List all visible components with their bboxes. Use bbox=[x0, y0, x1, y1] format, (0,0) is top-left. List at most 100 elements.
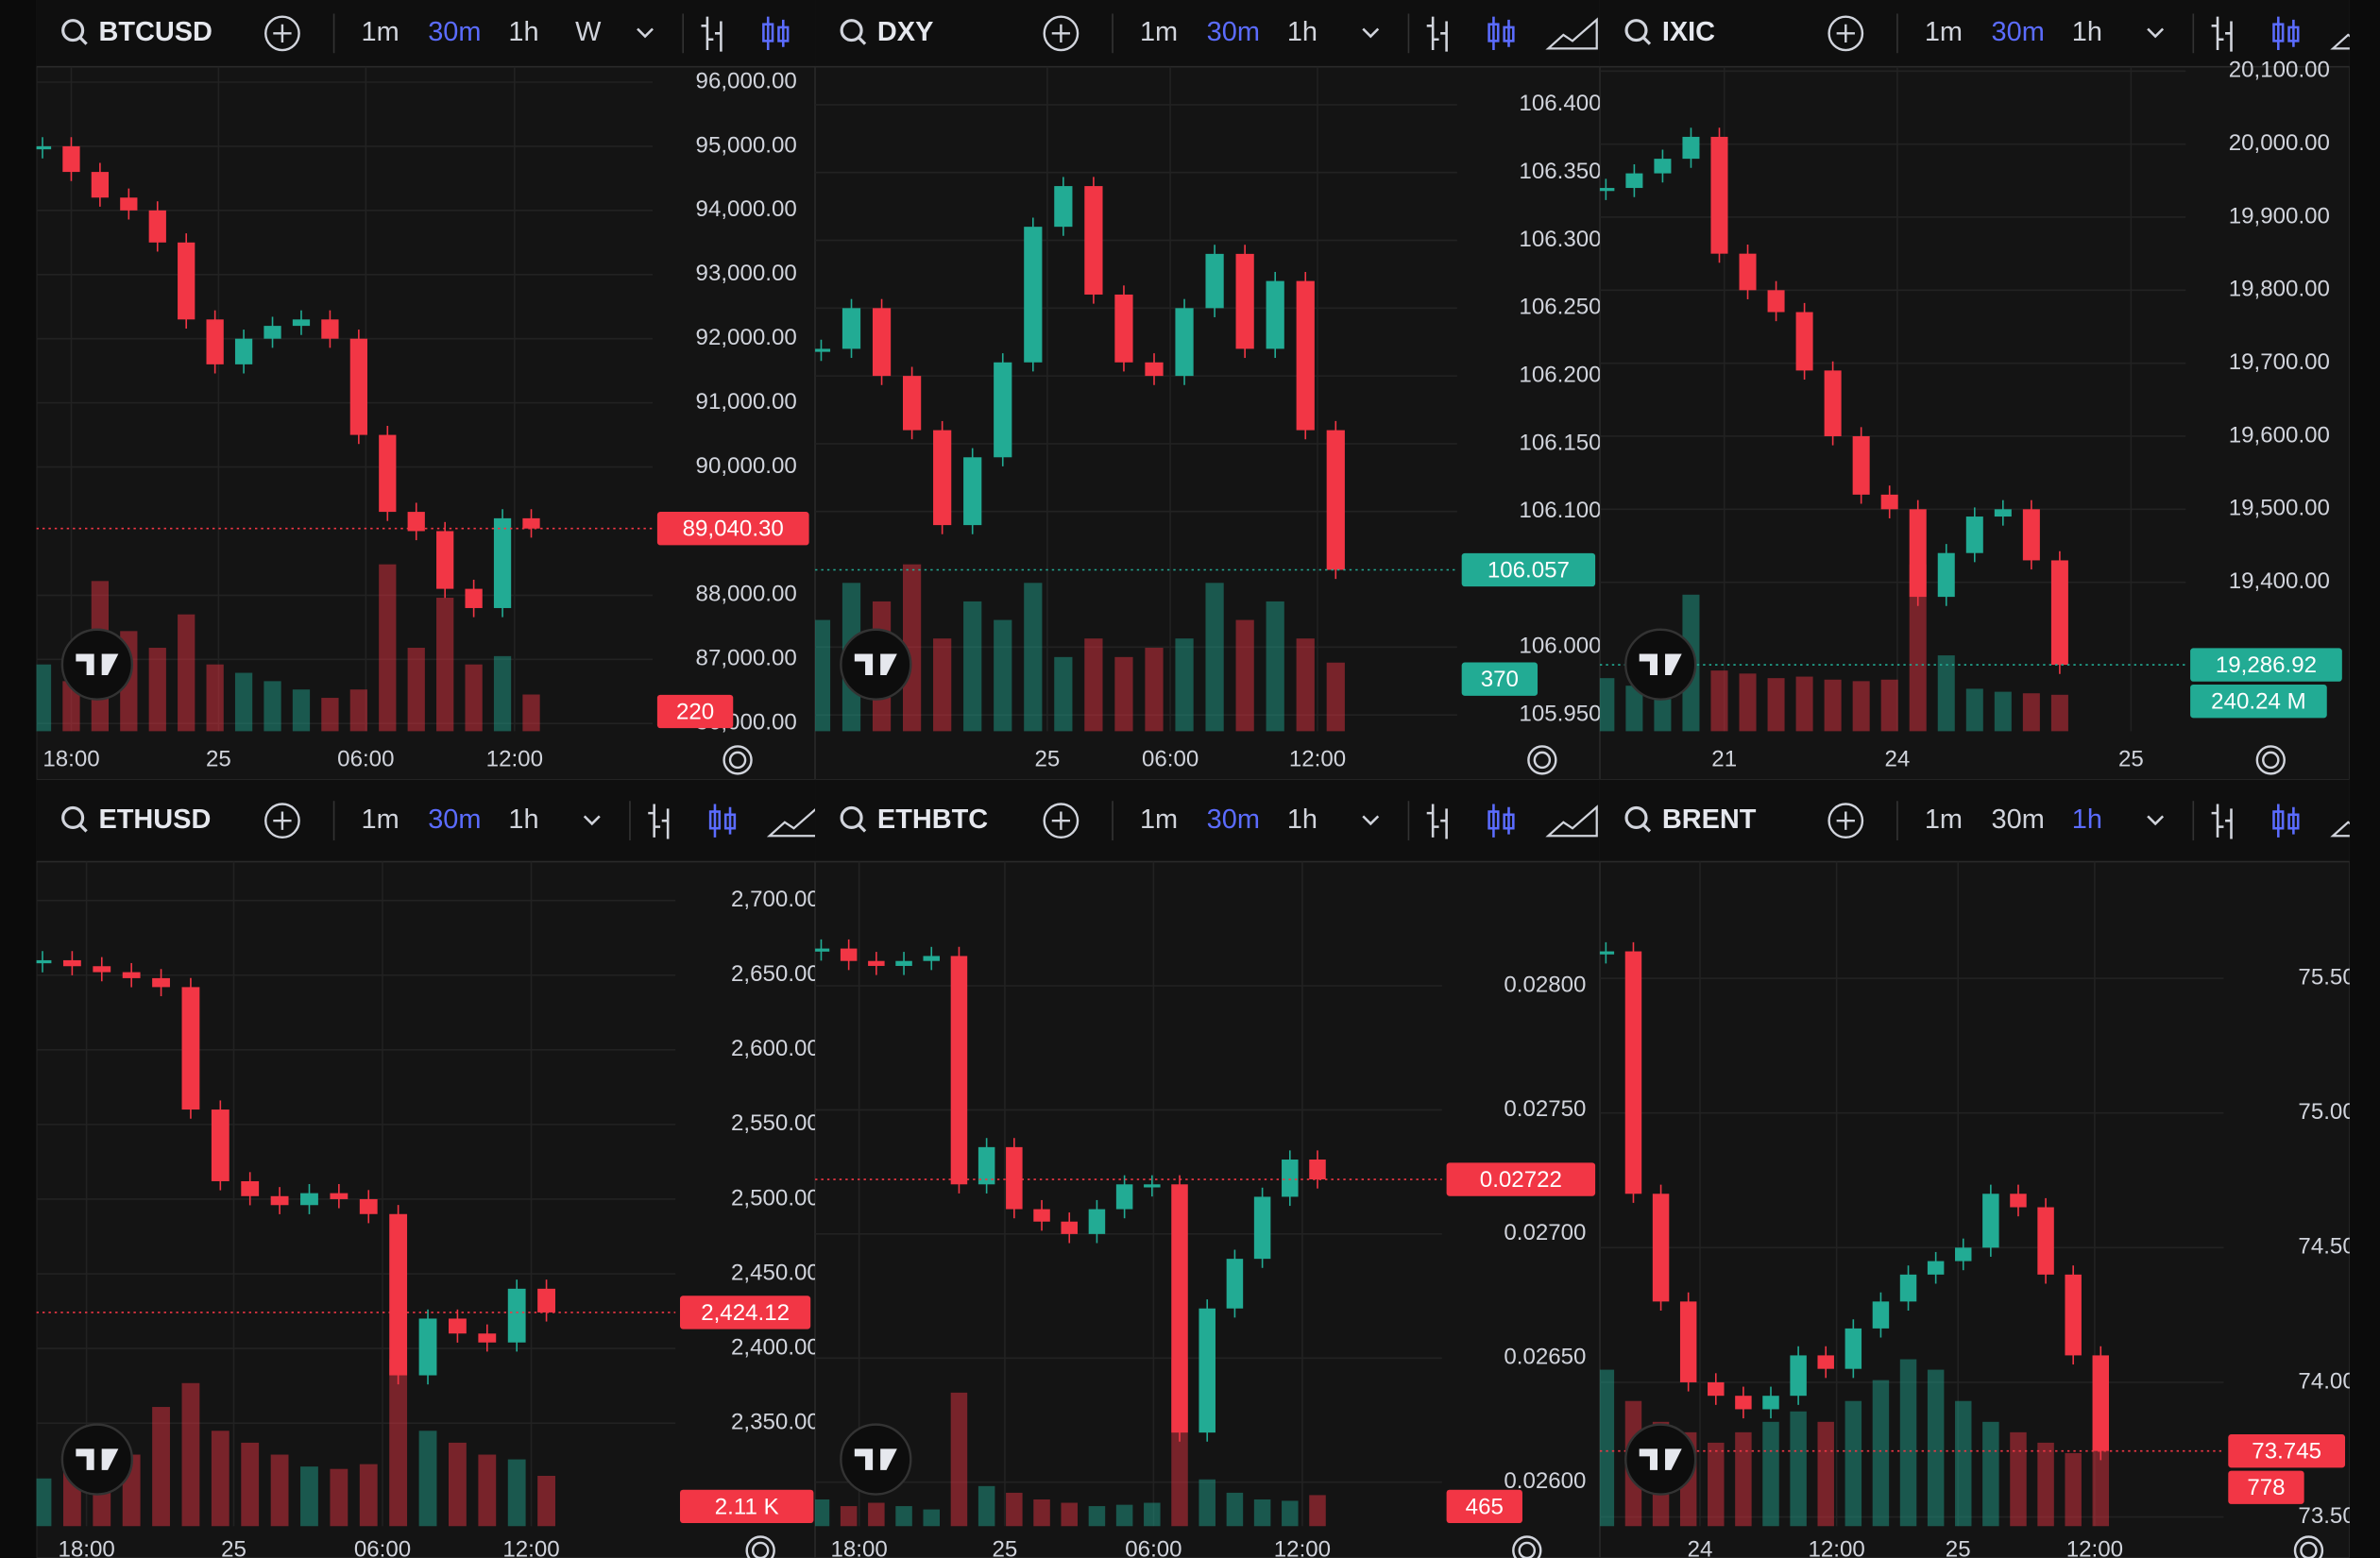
timeframe-button[interactable]: W bbox=[575, 17, 602, 47]
volume-bar bbox=[1175, 638, 1194, 732]
add-symbol-button[interactable] bbox=[1043, 803, 1080, 839]
settings-icon[interactable] bbox=[728, 751, 747, 770]
candle bbox=[2010, 1194, 2027, 1208]
candle bbox=[1198, 1308, 1216, 1433]
area-style-icon[interactable] bbox=[1545, 804, 1598, 838]
timeframe-button[interactable]: 30m bbox=[1207, 804, 1260, 835]
candle-style-icon[interactable] bbox=[713, 804, 732, 838]
volume-bar bbox=[994, 619, 1012, 732]
symbol[interactable]: IXIC bbox=[1662, 17, 1715, 47]
candle bbox=[1205, 253, 1224, 309]
price-tag: 73.745 bbox=[2252, 1439, 2321, 1465]
settings-icon[interactable] bbox=[2262, 751, 2280, 770]
timeframe-dropdown[interactable] bbox=[2147, 27, 2165, 39]
candle bbox=[206, 319, 224, 364]
timeframe-button[interactable]: 1m bbox=[1140, 804, 1178, 835]
tradingview-logo bbox=[60, 1423, 134, 1496]
timeframe-button[interactable]: 1h bbox=[1287, 804, 1318, 835]
timeframe-dropdown[interactable] bbox=[2147, 815, 2165, 826]
add-symbol-button[interactable] bbox=[264, 803, 300, 839]
timeframe-dropdown[interactable] bbox=[1362, 27, 1380, 39]
candle bbox=[181, 987, 200, 1110]
timeframe-button[interactable]: 1m bbox=[1925, 804, 1963, 835]
settings-icon[interactable] bbox=[1518, 1541, 1537, 1558]
volume-bar bbox=[1872, 1380, 1890, 1527]
search-icon[interactable] bbox=[1624, 19, 1648, 42]
volume-bar bbox=[1880, 679, 1898, 732]
timeframe-button[interactable]: 1m bbox=[362, 17, 400, 47]
y-tick-label: 2,450.00 bbox=[731, 1260, 820, 1285]
symbol[interactable]: DXY bbox=[877, 17, 933, 47]
bar-style-icon[interactable] bbox=[1426, 16, 1448, 52]
add-symbol-button[interactable] bbox=[1828, 803, 1864, 839]
bar-style-icon[interactable] bbox=[2211, 804, 2233, 839]
symbol[interactable]: BRENT bbox=[1662, 804, 1757, 835]
add-symbol-plus bbox=[1051, 24, 1071, 42]
volume-bar bbox=[1790, 1411, 1807, 1527]
bar-style-icon[interactable] bbox=[701, 16, 722, 52]
candle bbox=[2050, 560, 2068, 666]
timeframe-button[interactable]: 1h bbox=[508, 804, 538, 835]
symbol[interactable]: ETHUSD bbox=[98, 804, 211, 835]
settings-icon[interactable] bbox=[751, 1541, 770, 1558]
candle-style-icon[interactable] bbox=[2277, 804, 2295, 838]
bar-style-icon[interactable] bbox=[1426, 804, 1448, 839]
y-tick-label: 106.000 bbox=[1519, 634, 1601, 659]
timeframe-button[interactable]: 1m bbox=[362, 804, 400, 835]
settings-icon-ring bbox=[2293, 1535, 2324, 1558]
search-icon[interactable] bbox=[840, 19, 863, 42]
candle bbox=[994, 362, 1012, 458]
area-style-icon[interactable] bbox=[766, 807, 818, 838]
candle bbox=[1927, 1261, 1945, 1275]
area-style-icon[interactable] bbox=[2330, 20, 2380, 50]
candle-style-icon[interactable] bbox=[2277, 16, 2295, 51]
search-icon[interactable] bbox=[1624, 805, 1648, 830]
add-symbol-button[interactable] bbox=[1043, 15, 1080, 52]
add-symbol-button[interactable] bbox=[1828, 15, 1864, 52]
timeframe-dropdown[interactable] bbox=[1362, 815, 1380, 826]
timeframe-dropdown[interactable] bbox=[583, 815, 601, 826]
candle bbox=[349, 338, 367, 435]
y-tick-label: 106.150 bbox=[1519, 430, 1601, 455]
search-icon[interactable] bbox=[61, 805, 85, 830]
symbol[interactable]: BTCUSD bbox=[98, 17, 212, 47]
timeframe-button[interactable]: 1h bbox=[508, 17, 538, 47]
y-tick-label: 92,000.00 bbox=[696, 325, 797, 350]
tradingview-logo-mark bbox=[854, 1448, 897, 1470]
timeframe-dropdown[interactable] bbox=[637, 27, 654, 39]
search-icon-handle bbox=[79, 823, 88, 833]
bar-style-icon[interactable] bbox=[2211, 16, 2233, 52]
volume-bar bbox=[1114, 656, 1133, 732]
candle bbox=[407, 512, 425, 532]
timeframe-button[interactable]: 30m bbox=[1992, 17, 2045, 47]
candle bbox=[895, 960, 912, 966]
timeframe-button[interactable]: 1m bbox=[1140, 17, 1178, 47]
candle bbox=[122, 972, 141, 978]
candle bbox=[270, 1195, 289, 1206]
settings-icon[interactable] bbox=[2300, 1541, 2318, 1558]
timeframe-button[interactable]: 30m bbox=[428, 804, 481, 835]
search-icon[interactable] bbox=[61, 19, 85, 42]
add-symbol-button[interactable] bbox=[264, 15, 300, 52]
y-tick-label: 0.02650 bbox=[1504, 1345, 1586, 1370]
timeframe-button[interactable]: 1h bbox=[2072, 17, 2102, 47]
area-style-icon[interactable] bbox=[1545, 17, 1598, 50]
candle-style-icon[interactable] bbox=[766, 16, 785, 51]
tradingview-logo bbox=[1624, 1423, 1697, 1496]
timeframe-button[interactable]: 30m bbox=[1207, 17, 1260, 47]
area-style-icon[interactable] bbox=[2330, 807, 2380, 838]
timeframe-button[interactable]: 30m bbox=[428, 17, 481, 47]
search-icon[interactable] bbox=[840, 805, 863, 830]
candle-style-icon[interactable] bbox=[1492, 804, 1510, 838]
y-tick-label: 0.02600 bbox=[1504, 1468, 1586, 1494]
timeframe-button[interactable]: 1h bbox=[1287, 17, 1318, 47]
timeframe-button[interactable]: 30m bbox=[1992, 804, 2045, 835]
settings-icon[interactable] bbox=[1533, 751, 1552, 770]
volume-bar bbox=[1282, 1500, 1299, 1527]
symbol[interactable]: ETHBTC bbox=[877, 804, 988, 835]
timeframe-button[interactable]: 1m bbox=[1925, 17, 1963, 47]
bar-style-icon[interactable] bbox=[648, 804, 670, 839]
timeframe-button[interactable]: 1h bbox=[2072, 804, 2102, 835]
candle-style-icon[interactable] bbox=[1492, 16, 1510, 51]
